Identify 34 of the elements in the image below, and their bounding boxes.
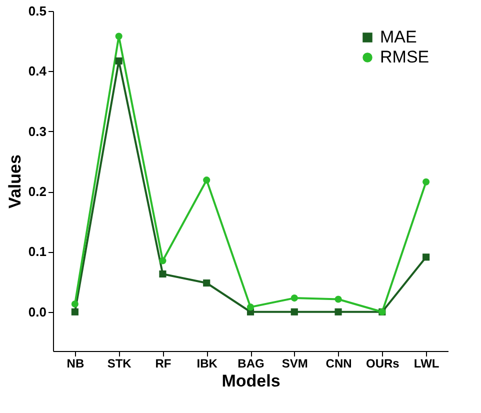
x-tick-label: BAG — [238, 356, 264, 370]
point — [159, 270, 166, 278]
y-tick-label: 0.2 — [28, 184, 46, 200]
point — [71, 300, 78, 308]
point — [159, 257, 166, 264]
point — [334, 296, 342, 303]
x-tick-label: RF — [155, 356, 172, 370]
point — [422, 254, 430, 261]
y-tick-label: 0.1 — [28, 244, 46, 260]
point — [334, 308, 342, 316]
x-tick-label: SVM — [282, 356, 308, 370]
x-tick-label: STK — [107, 356, 132, 370]
point — [115, 57, 122, 64]
x-tick-label: CNN — [326, 356, 352, 370]
point — [422, 178, 430, 186]
y-tick-label: 0.5 — [28, 4, 46, 18]
y-tick-label: 0.4 — [28, 64, 48, 79]
y-axis-title: Values — [5, 154, 24, 208]
point — [115, 32, 122, 40]
x-tick-label: OURs — [366, 356, 400, 370]
legend-label: MAE — [380, 28, 417, 46]
point — [203, 176, 210, 184]
x-axis-title: Models — [222, 372, 280, 390]
x-tick-label: NB — [66, 356, 84, 370]
point — [290, 308, 298, 316]
point — [203, 279, 210, 287]
point — [71, 308, 78, 316]
point — [290, 294, 298, 302]
x-tick-label: IBK — [196, 356, 218, 370]
point — [246, 304, 254, 311]
legend-label: RMSE — [380, 48, 430, 66]
y-tick-label: 0.0 — [28, 304, 46, 320]
x-tick-label: LWL — [414, 356, 440, 370]
y-tick-label: 0.3 — [28, 124, 46, 139]
